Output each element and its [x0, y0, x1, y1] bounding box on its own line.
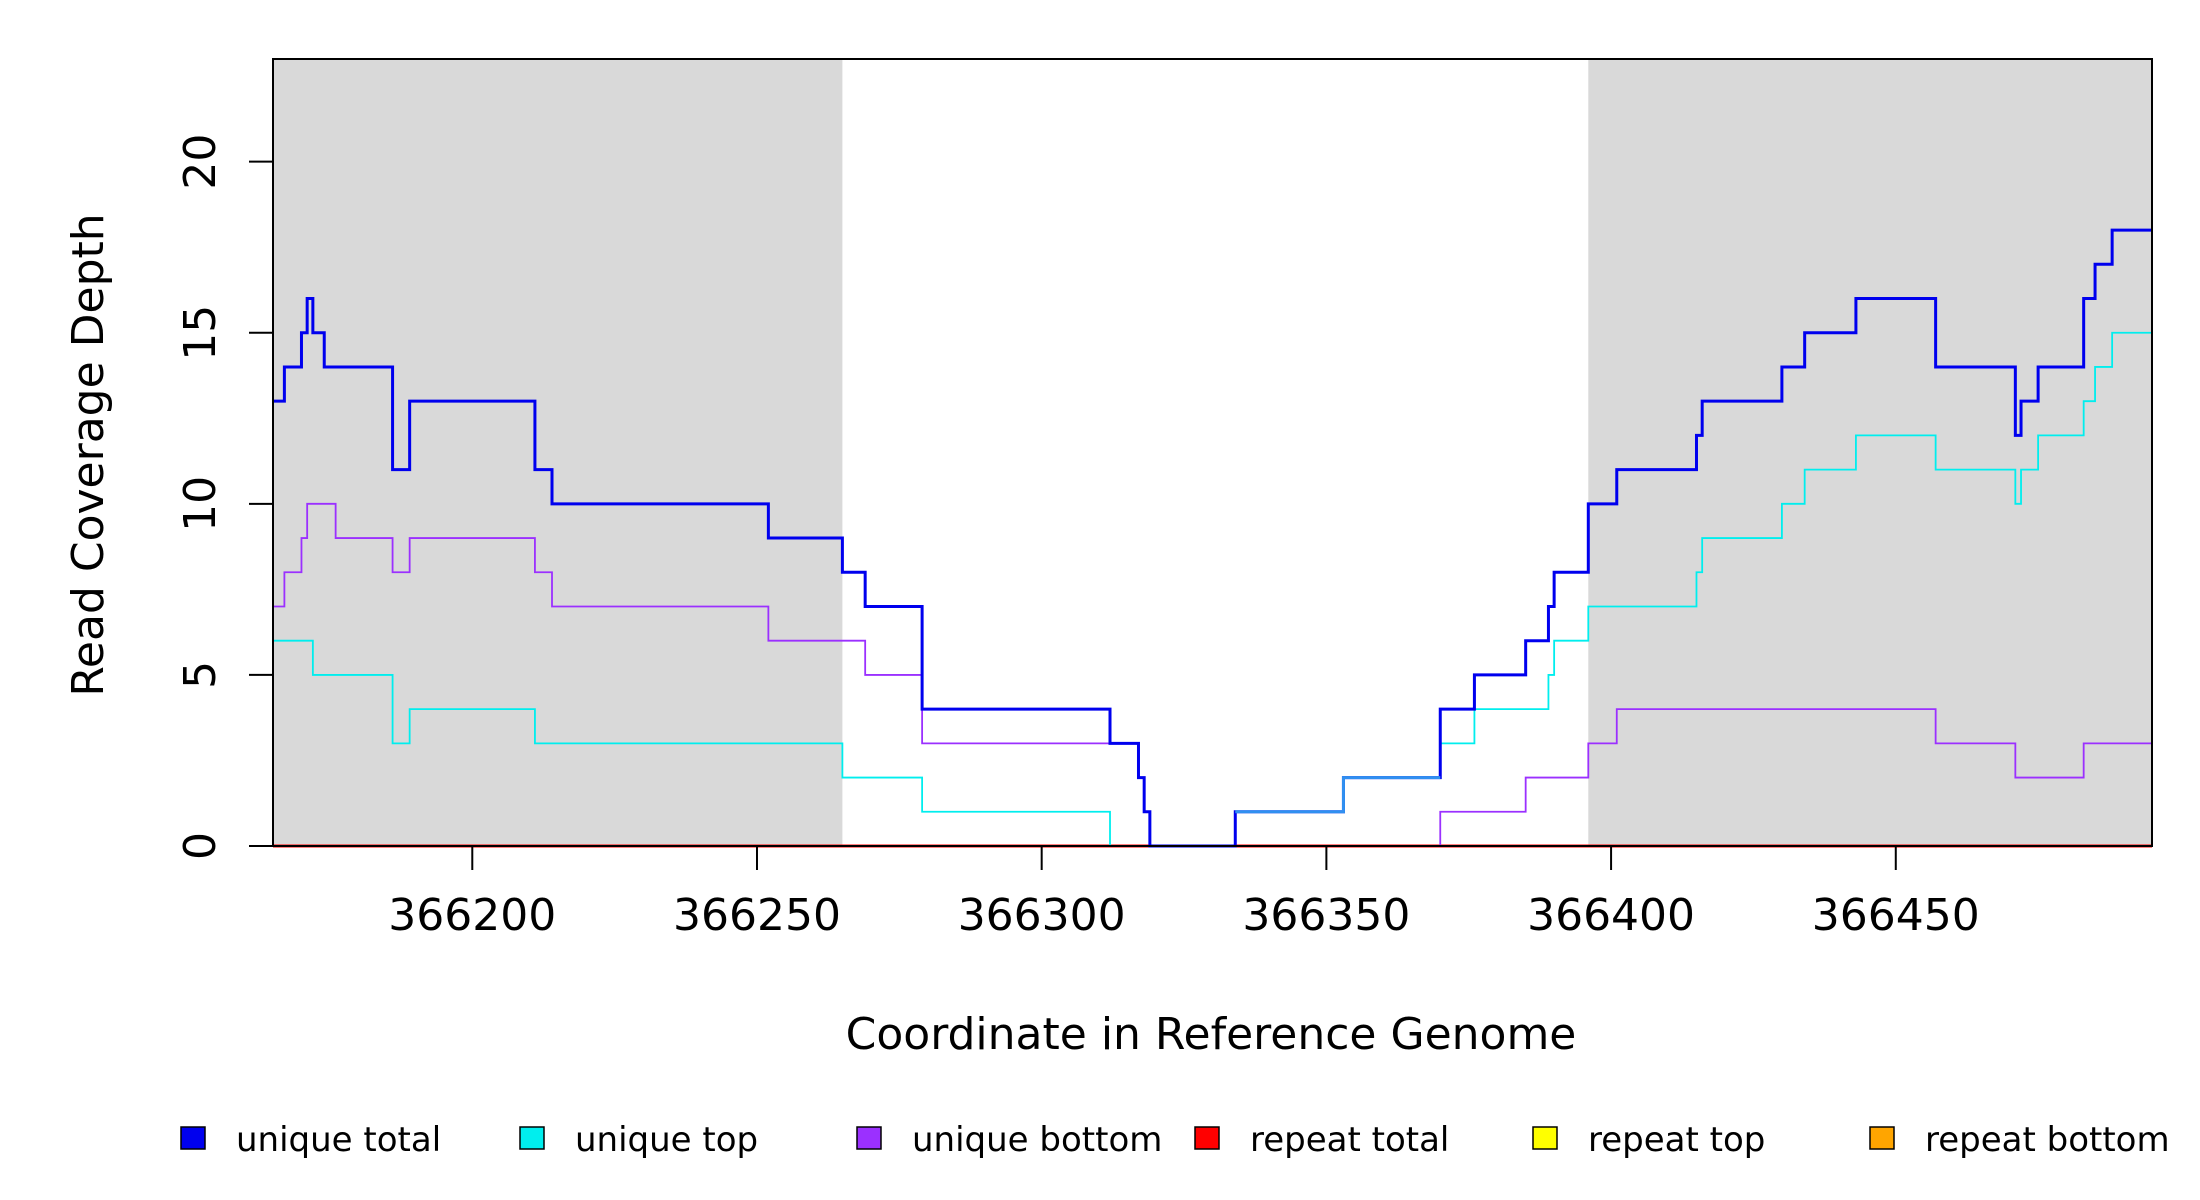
legend-swatch-unique-bottom	[856, 1126, 882, 1150]
legend-label-unique-top: unique top	[575, 1120, 758, 1160]
shaded-regions	[273, 59, 2152, 846]
x-tick-label: 366250	[673, 890, 841, 941]
x-tick-label: 366350	[1242, 890, 1410, 941]
y-tick-label: 10	[175, 476, 226, 532]
legend-label-repeat-top: repeat top	[1588, 1120, 1765, 1160]
legend-item: unique total	[180, 1120, 441, 1160]
legend-item: repeat bottom	[1869, 1120, 2170, 1160]
y-tick-label: 15	[175, 305, 226, 361]
y-tick-label: 5	[175, 661, 226, 689]
x-tick-label: 366400	[1527, 890, 1695, 941]
shaded-region-2	[1588, 59, 2152, 846]
axes: 366200 366250 366300 366350 366400 366450 0 5 10…	[175, 58, 2153, 941]
legend-label-unique-total: unique total	[236, 1120, 441, 1160]
legend: unique total unique top unique bottom repea…	[180, 1120, 2170, 1160]
legend-swatch-repeat-bottom	[1869, 1126, 1895, 1150]
series-line-unique-top	[273, 331, 2152, 847]
y-tick-label: 0	[175, 832, 226, 860]
legend-item: repeat top	[1532, 1120, 1765, 1160]
legend-label-repeat-bottom: repeat bottom	[1925, 1120, 2170, 1160]
series-overlap-line	[1235, 776, 1441, 814]
legend-swatch-repeat-total	[1194, 1126, 1220, 1150]
legend-item: unique bottom	[856, 1120, 1162, 1160]
legend-label-repeat-total: repeat total	[1250, 1120, 1449, 1160]
legend-swatch-unique-total	[180, 1126, 206, 1150]
shaded-region-1	[273, 59, 843, 846]
plot-frame	[272, 58, 2153, 847]
legend-swatch-repeat-top	[1532, 1126, 1558, 1150]
x-tick-label: 366300	[958, 890, 1126, 941]
x-tick-label: 366450	[1812, 890, 1980, 941]
y-axis-title: Read Coverage Depth	[63, 213, 114, 696]
legend-item: repeat total	[1194, 1120, 1449, 1160]
legend-item: unique top	[519, 1120, 758, 1160]
legend-swatch-unique-top	[519, 1126, 545, 1150]
x-tick-label: 366200	[388, 890, 556, 941]
legend-label-unique-bottom: unique bottom	[912, 1120, 1162, 1160]
y-tick-label: 20	[175, 134, 226, 190]
x-axis-title: Coordinate in Reference Genome	[846, 1009, 1577, 1060]
